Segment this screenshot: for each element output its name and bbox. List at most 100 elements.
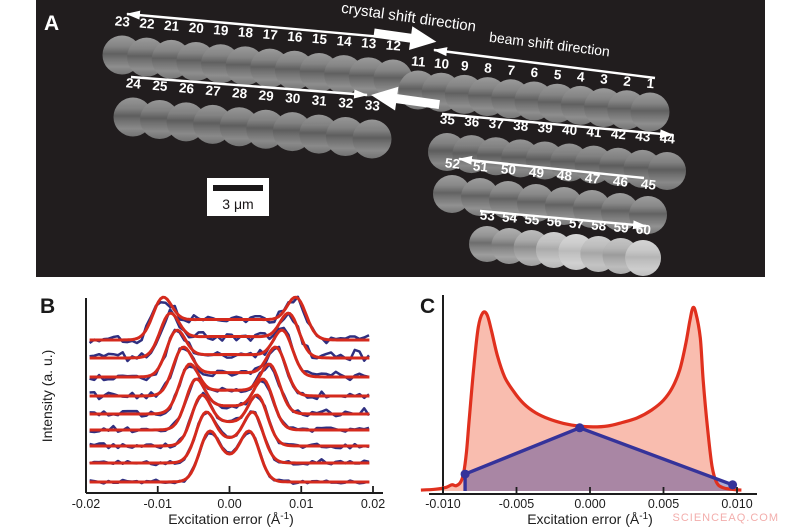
disc-shade-overlay (433, 175, 471, 213)
disc-number: 60 (635, 221, 651, 237)
panel-b-x-title-main: Excitation error (Å (168, 511, 281, 527)
scale-bar-line (213, 185, 263, 191)
disc-number: 14 (336, 33, 353, 49)
row-scan-arrow (130, 75, 368, 99)
sample-disc (630, 92, 670, 132)
trace-fit (89, 311, 370, 360)
blue-data-point (575, 423, 585, 433)
trace-fit (89, 393, 370, 448)
disc-number: 10 (433, 56, 449, 72)
disc-shade-overlay (625, 240, 661, 276)
disc-number: 58 (591, 217, 608, 233)
disc-number: 24 (125, 75, 142, 91)
red-profile-fill (420, 307, 742, 491)
trace-fit (89, 345, 370, 398)
trace-fit (89, 362, 370, 416)
panel-c-tick-label: 0.005 (648, 497, 679, 511)
disc-number: 18 (237, 24, 254, 40)
crystal-shift-arrow (373, 26, 437, 51)
panel-b-x-title-close: ) (289, 511, 294, 527)
row-scan-arrow (458, 155, 645, 180)
disc-number: 26 (178, 80, 195, 96)
disc-number: 17 (262, 26, 278, 42)
sample-disc (352, 119, 392, 159)
disc-number: 12 (385, 37, 401, 53)
panel-b-ticks: -0.02 -0.01 0.00 0.01 0.02 (72, 486, 385, 511)
red-profile-line (420, 305, 742, 492)
scale-bar-label: 3 μm (222, 196, 253, 212)
panel-b-tick-label: 0.01 (289, 497, 313, 511)
panel-c-x-title-sup: -1 (639, 511, 648, 522)
sample-disc (433, 175, 471, 213)
panel-b-tick-label: 0.02 (361, 497, 385, 511)
disc-number: 45 (640, 176, 657, 193)
panel-b-x-title-sup: -1 (280, 511, 289, 522)
trace-fit (89, 410, 370, 465)
disc-number: 7 (507, 62, 516, 78)
disc-number: 16 (287, 29, 304, 45)
disc-number: 30 (285, 90, 301, 106)
disc-number: 56 (546, 213, 563, 229)
disc-number: 33 (364, 97, 381, 113)
disc-number: 5 (553, 67, 562, 83)
disc-number: 52 (444, 155, 461, 172)
disc-number: 32 (338, 95, 354, 111)
panel-b: B -0.02 -0.01 0.00 0.01 0.02 Intensity (a. u… (39, 295, 385, 527)
disc-number: 13 (361, 35, 378, 51)
disc-number: 19 (213, 22, 229, 38)
disc-number: 23 (114, 13, 131, 29)
sample-disc (517, 184, 555, 222)
panel-c-tick-label: 0.010 (721, 497, 752, 511)
scale-bar-box (207, 178, 269, 216)
disc-number: 22 (139, 16, 155, 32)
row-scan-arrow (126, 10, 417, 42)
panel-b-tick-label: 0.00 (217, 497, 241, 511)
disc-number: 21 (164, 18, 181, 34)
panel-b-x-axis-title: Excitation error (Å-1) (168, 511, 294, 527)
disc-number: 54 (502, 209, 519, 225)
disc-number: 20 (188, 20, 204, 36)
panel-c: C -0.010 -0.005 0.000 0.005 0.010 Excitation… (420, 295, 757, 527)
panel-b-label: B (40, 295, 55, 318)
trace-fit (89, 295, 370, 342)
disc-number: 46 (612, 173, 629, 190)
disc-shade-overlay (517, 184, 555, 222)
blue-data-point (728, 480, 738, 490)
disc-number: 11 (411, 53, 427, 69)
panel-b-y-axis-title: Intensity (a. u.) (39, 350, 55, 443)
disc-shade-overlay (461, 178, 499, 216)
disc-shade-overlay (545, 187, 583, 225)
panel-c-x-title-close: ) (648, 511, 653, 527)
disc-number: 3 (600, 71, 609, 87)
panel-c-ticks: -0.010 -0.005 0.000 0.005 0.010 (425, 487, 753, 511)
disc-shade-overlay (601, 193, 639, 231)
disc-number: 2 (623, 73, 632, 89)
disc-number: 27 (205, 83, 221, 99)
disc-number: 31 (311, 92, 328, 108)
disc-number: 6 (530, 65, 539, 81)
panel-a-label: A (44, 12, 59, 35)
disc-number: 8 (484, 60, 493, 76)
disc-number: 47 (584, 170, 601, 187)
scale-bar: 3 μm (207, 178, 269, 216)
disc-shade-overlay (648, 152, 686, 190)
sample-disc (545, 187, 583, 225)
disc-number: 57 (568, 215, 584, 231)
shift-direction-arrows (371, 26, 440, 111)
row-scan-arrow (441, 112, 674, 139)
disc-number: 15 (311, 31, 328, 47)
panel-c-plot-area (420, 305, 742, 492)
disc-shade-overlay (489, 181, 527, 219)
disc-shade-overlay (573, 190, 611, 228)
disc-row-6: 53 54 55 56 57 58 59 60 (469, 207, 661, 276)
disc-number: 4 (576, 69, 585, 85)
disc-row-3: 24 25 26 27 28 29 30 31 32 33 (113, 75, 392, 159)
disc-shade-overlay (630, 92, 670, 132)
blue-triangle-fill (465, 427, 733, 491)
sample-disc (648, 152, 686, 190)
panel-c-x-axis-title: Excitation error (Å-1) (527, 511, 653, 527)
panel-b-tick-label: -0.02 (72, 497, 101, 511)
sample-disc (461, 178, 499, 216)
blue-data-point (460, 469, 470, 479)
